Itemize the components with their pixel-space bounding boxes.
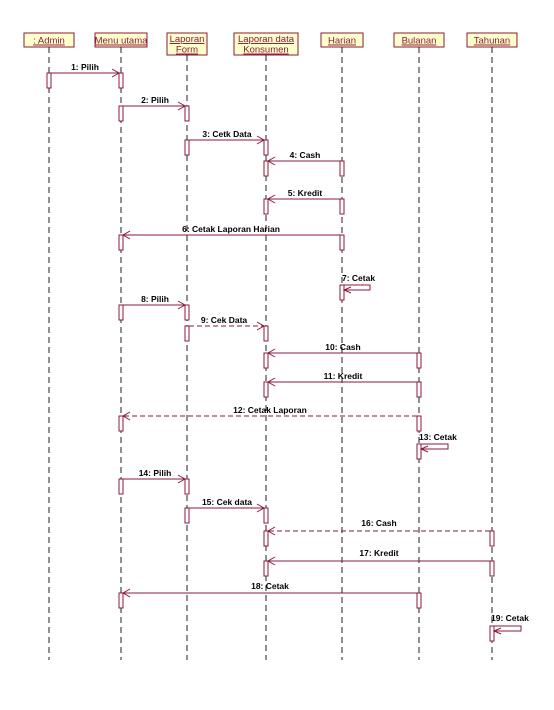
- activation-bar: [184, 507, 190, 524]
- object-menu-utama-label: Menu utama: [95, 36, 149, 47]
- object-laporan-form: Laporan Form: [166, 32, 208, 56]
- activation-bar: [263, 139, 269, 156]
- object-harian: Harian: [320, 32, 364, 48]
- message-7: 7: Cetak: [342, 273, 375, 294]
- message-18: 18: Cetak: [121, 581, 417, 598]
- message-15: 15: Cek data: [189, 497, 266, 513]
- object-bulanan-label: Bulanan: [402, 36, 437, 47]
- object-laporan-data-label-line2: Konsumen: [243, 45, 288, 56]
- message-10-label: 10: Cash: [325, 342, 360, 352]
- object-laporan-data-konsumen: Laporan data Konsumen: [233, 32, 299, 56]
- message-17-label: 17: Kredit: [359, 548, 398, 558]
- message-7-label: 7: Cetak: [342, 273, 375, 283]
- object-admin-label: : Admin: [33, 36, 65, 47]
- activation-bar: [339, 234, 345, 251]
- activation-bar: [118, 592, 124, 609]
- activation-bar: [263, 352, 269, 369]
- message-6-label: 6: Cetak Laporan Harian: [182, 224, 280, 234]
- message-19-label: 19: Cetak: [491, 613, 529, 623]
- message-2-label: 2: Pilih: [141, 95, 169, 105]
- activation-bar: [339, 198, 345, 215]
- activation-bar: [416, 592, 422, 609]
- message-3-label: 3: Cetk Data: [202, 129, 251, 139]
- message-11: 11: Kredit: [266, 371, 417, 387]
- activation-bar: [184, 325, 190, 342]
- message-12-label: 12: Cetak Laporan: [233, 405, 307, 415]
- object-laporan-data-label-line1: Laporan data: [238, 34, 295, 45]
- activation-bar: [489, 530, 495, 547]
- activation-bar: [263, 325, 269, 342]
- activation-bar: [263, 198, 269, 215]
- message-5-label: 5: Kredit: [288, 188, 323, 198]
- message-8-label: 8: Pilih: [141, 294, 169, 304]
- activation-bar: [263, 530, 269, 547]
- activation-bar: [416, 352, 422, 369]
- message-15-label: 15: Cek data: [202, 497, 252, 507]
- activation-bar: [263, 507, 269, 524]
- activation-bar: [263, 560, 269, 577]
- activation-bar: [118, 234, 124, 251]
- object-admin: : Admin: [23, 32, 75, 48]
- activations: [46, 72, 495, 642]
- activation-bar: [184, 478, 190, 495]
- message-3: 3: Cetk Data: [189, 129, 266, 145]
- activation-bar: [416, 415, 422, 432]
- message-8: 8: Pilih: [123, 294, 187, 310]
- activation-bar: [184, 105, 190, 122]
- activation-bar: [46, 72, 52, 89]
- activation-bar: [489, 560, 495, 577]
- object-harian-label: Harian: [328, 36, 356, 47]
- message-2: 2: Pilih: [123, 95, 187, 111]
- message-17: 17: Kredit: [266, 548, 490, 566]
- activation-bar: [118, 72, 124, 89]
- activation-bar: [263, 381, 269, 398]
- activation-bar: [118, 478, 124, 495]
- message-1: 1: Pilih: [51, 62, 121, 78]
- message-12: 12: Cetak Laporan: [121, 405, 417, 421]
- message-14: 14: Pilih: [123, 468, 187, 484]
- message-5: 5: Kredit: [266, 188, 340, 204]
- activation-bar: [416, 381, 422, 398]
- activation-bar: [118, 415, 124, 432]
- object-bulanan: Bulanan: [393, 32, 445, 48]
- activation-bar: [339, 160, 345, 177]
- message-14-label: 14: Pilih: [139, 468, 172, 478]
- object-menu-utama: Menu utama: [94, 32, 149, 48]
- message-4-label: 4: Cash: [290, 150, 321, 160]
- message-19: 19: Cetak: [491, 613, 529, 635]
- message-18-label: 18: Cetak: [251, 581, 289, 591]
- message-1-label: 1: Pilih: [71, 62, 99, 72]
- object-tahunan: Tahunan: [466, 32, 518, 48]
- object-laporan-form-label-line1: Laporan: [170, 34, 205, 45]
- message-16-label: 16: Cash: [361, 518, 396, 528]
- message-4: 4: Cash: [266, 150, 340, 166]
- message-11-label: 11: Kredit: [324, 371, 363, 381]
- object-tahunan-label: Tahunan: [474, 36, 510, 47]
- activation-bar: [416, 443, 422, 460]
- message-9-label: 9: Cek Data: [201, 315, 248, 325]
- activation-bar: [118, 105, 124, 122]
- activation-bar: [184, 304, 190, 321]
- message-10: 10: Cash: [266, 342, 417, 358]
- object-laporan-form-label-line2: Form: [176, 45, 198, 56]
- message-16: 16: Cash: [266, 518, 490, 536]
- activation-bar: [184, 139, 190, 156]
- activation-bar: [263, 160, 269, 177]
- activation-bar: [118, 304, 124, 321]
- activation-bar: [489, 625, 495, 642]
- message-13-label: 13: Cetak: [419, 432, 457, 442]
- message-9: 9: Cek Data: [189, 315, 266, 331]
- activation-bar: [339, 284, 345, 301]
- message-13: 13: Cetak: [419, 432, 457, 453]
- message-6: 6: Cetak Laporan Harian: [121, 224, 340, 240]
